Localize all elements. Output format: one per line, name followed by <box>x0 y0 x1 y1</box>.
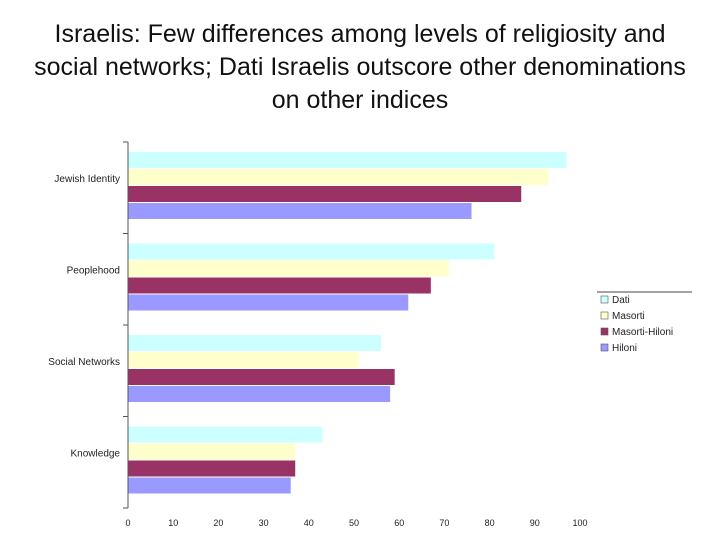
legend-swatch-masorti-hiloni <box>600 327 609 336</box>
bar-knowledge-masorti-hiloni <box>128 460 296 477</box>
chart-axes <box>123 141 129 509</box>
bar-peoplehood-masorti <box>128 260 449 277</box>
category-label: Knowledge <box>71 449 121 460</box>
bar-peoplehood-hiloni <box>128 294 409 311</box>
bar-jewish-identity-hiloni <box>128 203 472 219</box>
x-tick-label: 100 <box>572 518 587 528</box>
legend-label-masorti: Masorti <box>612 311 645 322</box>
x-tick-label: 70 <box>439 518 449 528</box>
bar-social-networks-dati <box>128 335 382 351</box>
legend-label-dati: Dati <box>612 295 630 306</box>
bar-social-networks-masorti-hiloni <box>128 369 395 385</box>
bar-jewish-identity-masorti <box>128 169 549 185</box>
bar-social-networks-hiloni <box>128 386 391 402</box>
bar-group <box>128 152 567 494</box>
bar-knowledge-hiloni <box>128 477 291 494</box>
slide-title: Israelis: Few differences among levels o… <box>34 20 686 114</box>
legend-label-masorti-hiloni: Masorti-Hiloni <box>612 327 673 338</box>
x-tick-label: 20 <box>213 518 223 528</box>
category-label: Jewish Identity <box>54 174 120 185</box>
category-labels: Jewish Identity Peoplehood Social Networks… <box>48 174 120 460</box>
bar-jewish-identity-masorti-hiloni <box>128 186 522 202</box>
x-tick-label: 80 <box>485 518 495 528</box>
x-tick-label: 50 <box>349 518 359 528</box>
bar-jewish-identity-dati <box>128 152 567 168</box>
category-label: Social Networks <box>48 357 120 368</box>
bar-social-networks-masorti <box>128 352 359 368</box>
legend: Dati Masorti Masorti-Hiloni Hiloni <box>597 291 692 354</box>
bar-peoplehood-dati <box>128 243 495 260</box>
legend-swatch-hiloni <box>600 343 609 352</box>
x-tick-labels: 0 10 20 30 40 50 60 70 80 90 100 <box>125 518 587 528</box>
x-tick-label: 30 <box>259 518 269 528</box>
legend-swatch-masorti <box>600 311 609 320</box>
legend-swatch-dati <box>600 295 609 304</box>
x-tick-label: 40 <box>304 518 314 528</box>
x-tick-label: 10 <box>168 518 178 528</box>
bar-knowledge-dati <box>128 426 323 443</box>
category-label: Peoplehood <box>67 266 120 277</box>
bar-peoplehood-masorti-hiloni <box>128 277 431 294</box>
x-tick-label: 90 <box>530 518 540 528</box>
legend-label-hiloni: Hiloni <box>612 343 637 354</box>
x-tick-label: 0 <box>125 518 130 528</box>
x-tick-label: 60 <box>394 518 404 528</box>
bar-knowledge-masorti <box>128 443 296 460</box>
